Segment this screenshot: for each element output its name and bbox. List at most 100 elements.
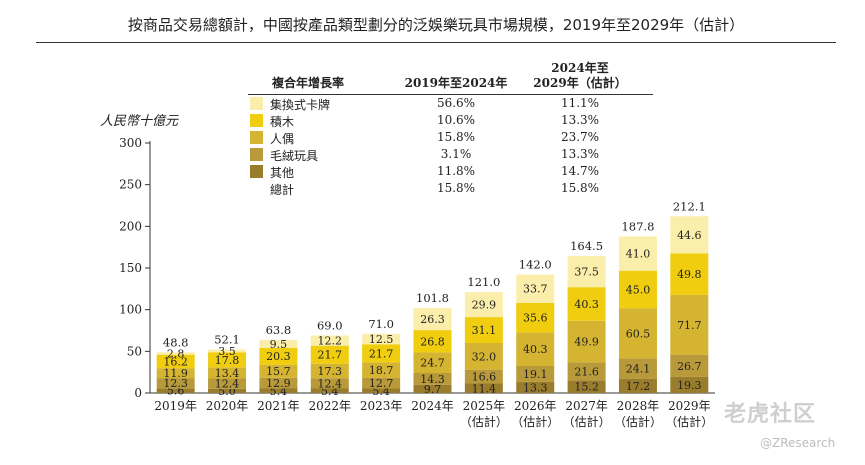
cagr-row-value-2019-2024: 15.8% bbox=[436, 181, 476, 195]
bar-segment-label: 33.7 bbox=[523, 283, 548, 296]
bar-segment bbox=[156, 352, 195, 355]
legend-swatch bbox=[250, 165, 263, 178]
bar-segment-label: 13.3 bbox=[523, 381, 548, 394]
bar-segment bbox=[310, 378, 349, 389]
chart-title: 按商品交易總額計，中國按產品類型劃分的泛娛樂玩具市場規模，2019年至2029年… bbox=[127, 16, 745, 34]
y-tick-label: 150 bbox=[119, 261, 142, 275]
watermark: 老虎社区 bbox=[724, 396, 816, 428]
bar-segment bbox=[362, 362, 401, 378]
bar-segment-label: 3.5 bbox=[218, 345, 236, 358]
cagr-col2-header: 2024年至 2029年（估計） bbox=[520, 61, 640, 91]
bar-total-label: 187.8 bbox=[621, 220, 654, 234]
bar-total-label: 69.0 bbox=[317, 319, 343, 333]
bar-segment-label: 17.8 bbox=[215, 354, 240, 367]
bar-segment-label: 12.4 bbox=[215, 378, 240, 391]
bar-segment-label: 31.1 bbox=[472, 324, 497, 337]
bar-segment bbox=[567, 380, 606, 393]
bar-segment bbox=[618, 378, 657, 393]
bar-segment-label: 17.2 bbox=[626, 380, 651, 393]
bar-segment bbox=[516, 381, 555, 393]
cagr-table-header: 複合年增長率 2019年至2024年 2024年至 2029年（估計） bbox=[248, 60, 653, 95]
bar-segment bbox=[413, 384, 452, 393]
x-tick-label: 2029年 bbox=[668, 399, 711, 413]
bar-segment bbox=[567, 255, 606, 288]
cagr-row-name: 毛絨玩具 bbox=[270, 149, 319, 163]
y-tick-label: 300 bbox=[119, 136, 142, 150]
bar-segment bbox=[362, 333, 401, 345]
bar-segment-label: 12.3 bbox=[163, 377, 188, 390]
cagr-row: 積木 10.6% 13.3% bbox=[248, 112, 653, 129]
bar-segment-label: 12.7 bbox=[369, 377, 394, 390]
bar-segment bbox=[670, 294, 709, 355]
bar-total-label: 48.8 bbox=[163, 335, 189, 349]
bar-segment bbox=[259, 377, 298, 389]
bar-segment bbox=[464, 292, 503, 318]
bar-total-label: 164.5 bbox=[570, 239, 603, 253]
bar-segment bbox=[156, 354, 195, 369]
bar-segment-label: 12.4 bbox=[318, 377, 343, 390]
bar-segment-label: 11.4 bbox=[472, 382, 497, 395]
bar-segment bbox=[156, 378, 195, 389]
cagr-row: 人偶 15.8% 23.7% bbox=[248, 129, 653, 146]
bar-segment bbox=[516, 274, 555, 303]
bar-segment-label: 18.7 bbox=[369, 364, 394, 377]
bar-segment-label: 49.9 bbox=[574, 336, 599, 349]
bar-segment-label: 15.7 bbox=[266, 365, 291, 378]
bar-segment-label: 11.9 bbox=[163, 367, 188, 380]
bar-segment bbox=[464, 369, 503, 384]
x-tick-label: 2020年 bbox=[206, 399, 249, 413]
cagr-row-value-2019-2024: 11.8% bbox=[436, 164, 476, 178]
y-tick-label: 0 bbox=[134, 386, 142, 400]
bar-segment-label: 26.7 bbox=[677, 360, 702, 373]
bar-total-label: 52.1 bbox=[214, 333, 240, 347]
cagr-col1-header: 2019年至2024年 bbox=[404, 76, 508, 90]
bar-total-label: 63.8 bbox=[266, 323, 292, 337]
bar-segment-label: 44.6 bbox=[677, 229, 702, 242]
cagr-col2-header-line1: 2024年至 bbox=[551, 61, 609, 75]
cagr-header-label: 複合年增長率 bbox=[272, 76, 345, 90]
bar-segment-label: 49.8 bbox=[677, 268, 702, 281]
bar-segment-label: 40.3 bbox=[574, 298, 599, 311]
bar-segment bbox=[259, 364, 298, 378]
bar-segment bbox=[208, 378, 247, 389]
x-tick-label: 2021年 bbox=[257, 399, 300, 413]
bar-total-label: 212.1 bbox=[673, 199, 706, 213]
x-tick-label: 2023年 bbox=[360, 399, 403, 413]
bar-segment bbox=[259, 388, 298, 393]
bar-segment bbox=[567, 362, 606, 381]
bar-segment-label: 26.8 bbox=[420, 335, 445, 348]
bar-segment bbox=[567, 287, 606, 321]
bar-segment-label: 2.8 bbox=[167, 348, 185, 361]
bar-segment-label: 16.6 bbox=[472, 371, 497, 384]
bar-total-label: 142.0 bbox=[519, 258, 552, 272]
cagr-row-value-2019-2024: 10.6% bbox=[436, 113, 476, 127]
bar-segment bbox=[516, 332, 555, 366]
title-divider bbox=[36, 42, 836, 43]
bar-total-label: 121.0 bbox=[467, 275, 500, 289]
cagr-table: 複合年增長率 2019年至2024年 2024年至 2029年（估計） 集換式卡… bbox=[248, 60, 653, 197]
x-tick-sublabel: （估計） bbox=[460, 414, 508, 429]
cagr-row: 毛絨玩具 3.1% 13.3% bbox=[248, 146, 653, 163]
bar-segment bbox=[156, 388, 195, 393]
cagr-row-value-2024-2029: 14.7% bbox=[560, 164, 600, 178]
y-tick-label: 250 bbox=[119, 178, 142, 192]
bar-total-label: 101.8 bbox=[416, 291, 449, 305]
bar-segment-label: 60.5 bbox=[626, 327, 651, 340]
cagr-row-name: 總計 bbox=[270, 183, 295, 197]
x-tick-sublabel: （估計） bbox=[665, 414, 713, 429]
bar-segment bbox=[567, 320, 606, 363]
bar-segment bbox=[618, 308, 657, 359]
x-tick-label: 2019年 bbox=[154, 399, 197, 413]
bar-segment bbox=[413, 308, 452, 331]
bar-segment-label: 32.0 bbox=[472, 350, 497, 363]
x-tick-label: 2026年 bbox=[514, 399, 557, 413]
y-tick-label: 200 bbox=[119, 219, 142, 233]
y-tick-label: 50 bbox=[127, 344, 142, 358]
legend-swatch bbox=[250, 148, 263, 161]
bar-segment bbox=[618, 358, 657, 379]
x-tick-sublabel: （估計） bbox=[563, 414, 611, 429]
legend-swatch bbox=[250, 131, 263, 144]
cagr-row-name: 其他 bbox=[270, 166, 295, 180]
bar-segment bbox=[362, 377, 401, 389]
